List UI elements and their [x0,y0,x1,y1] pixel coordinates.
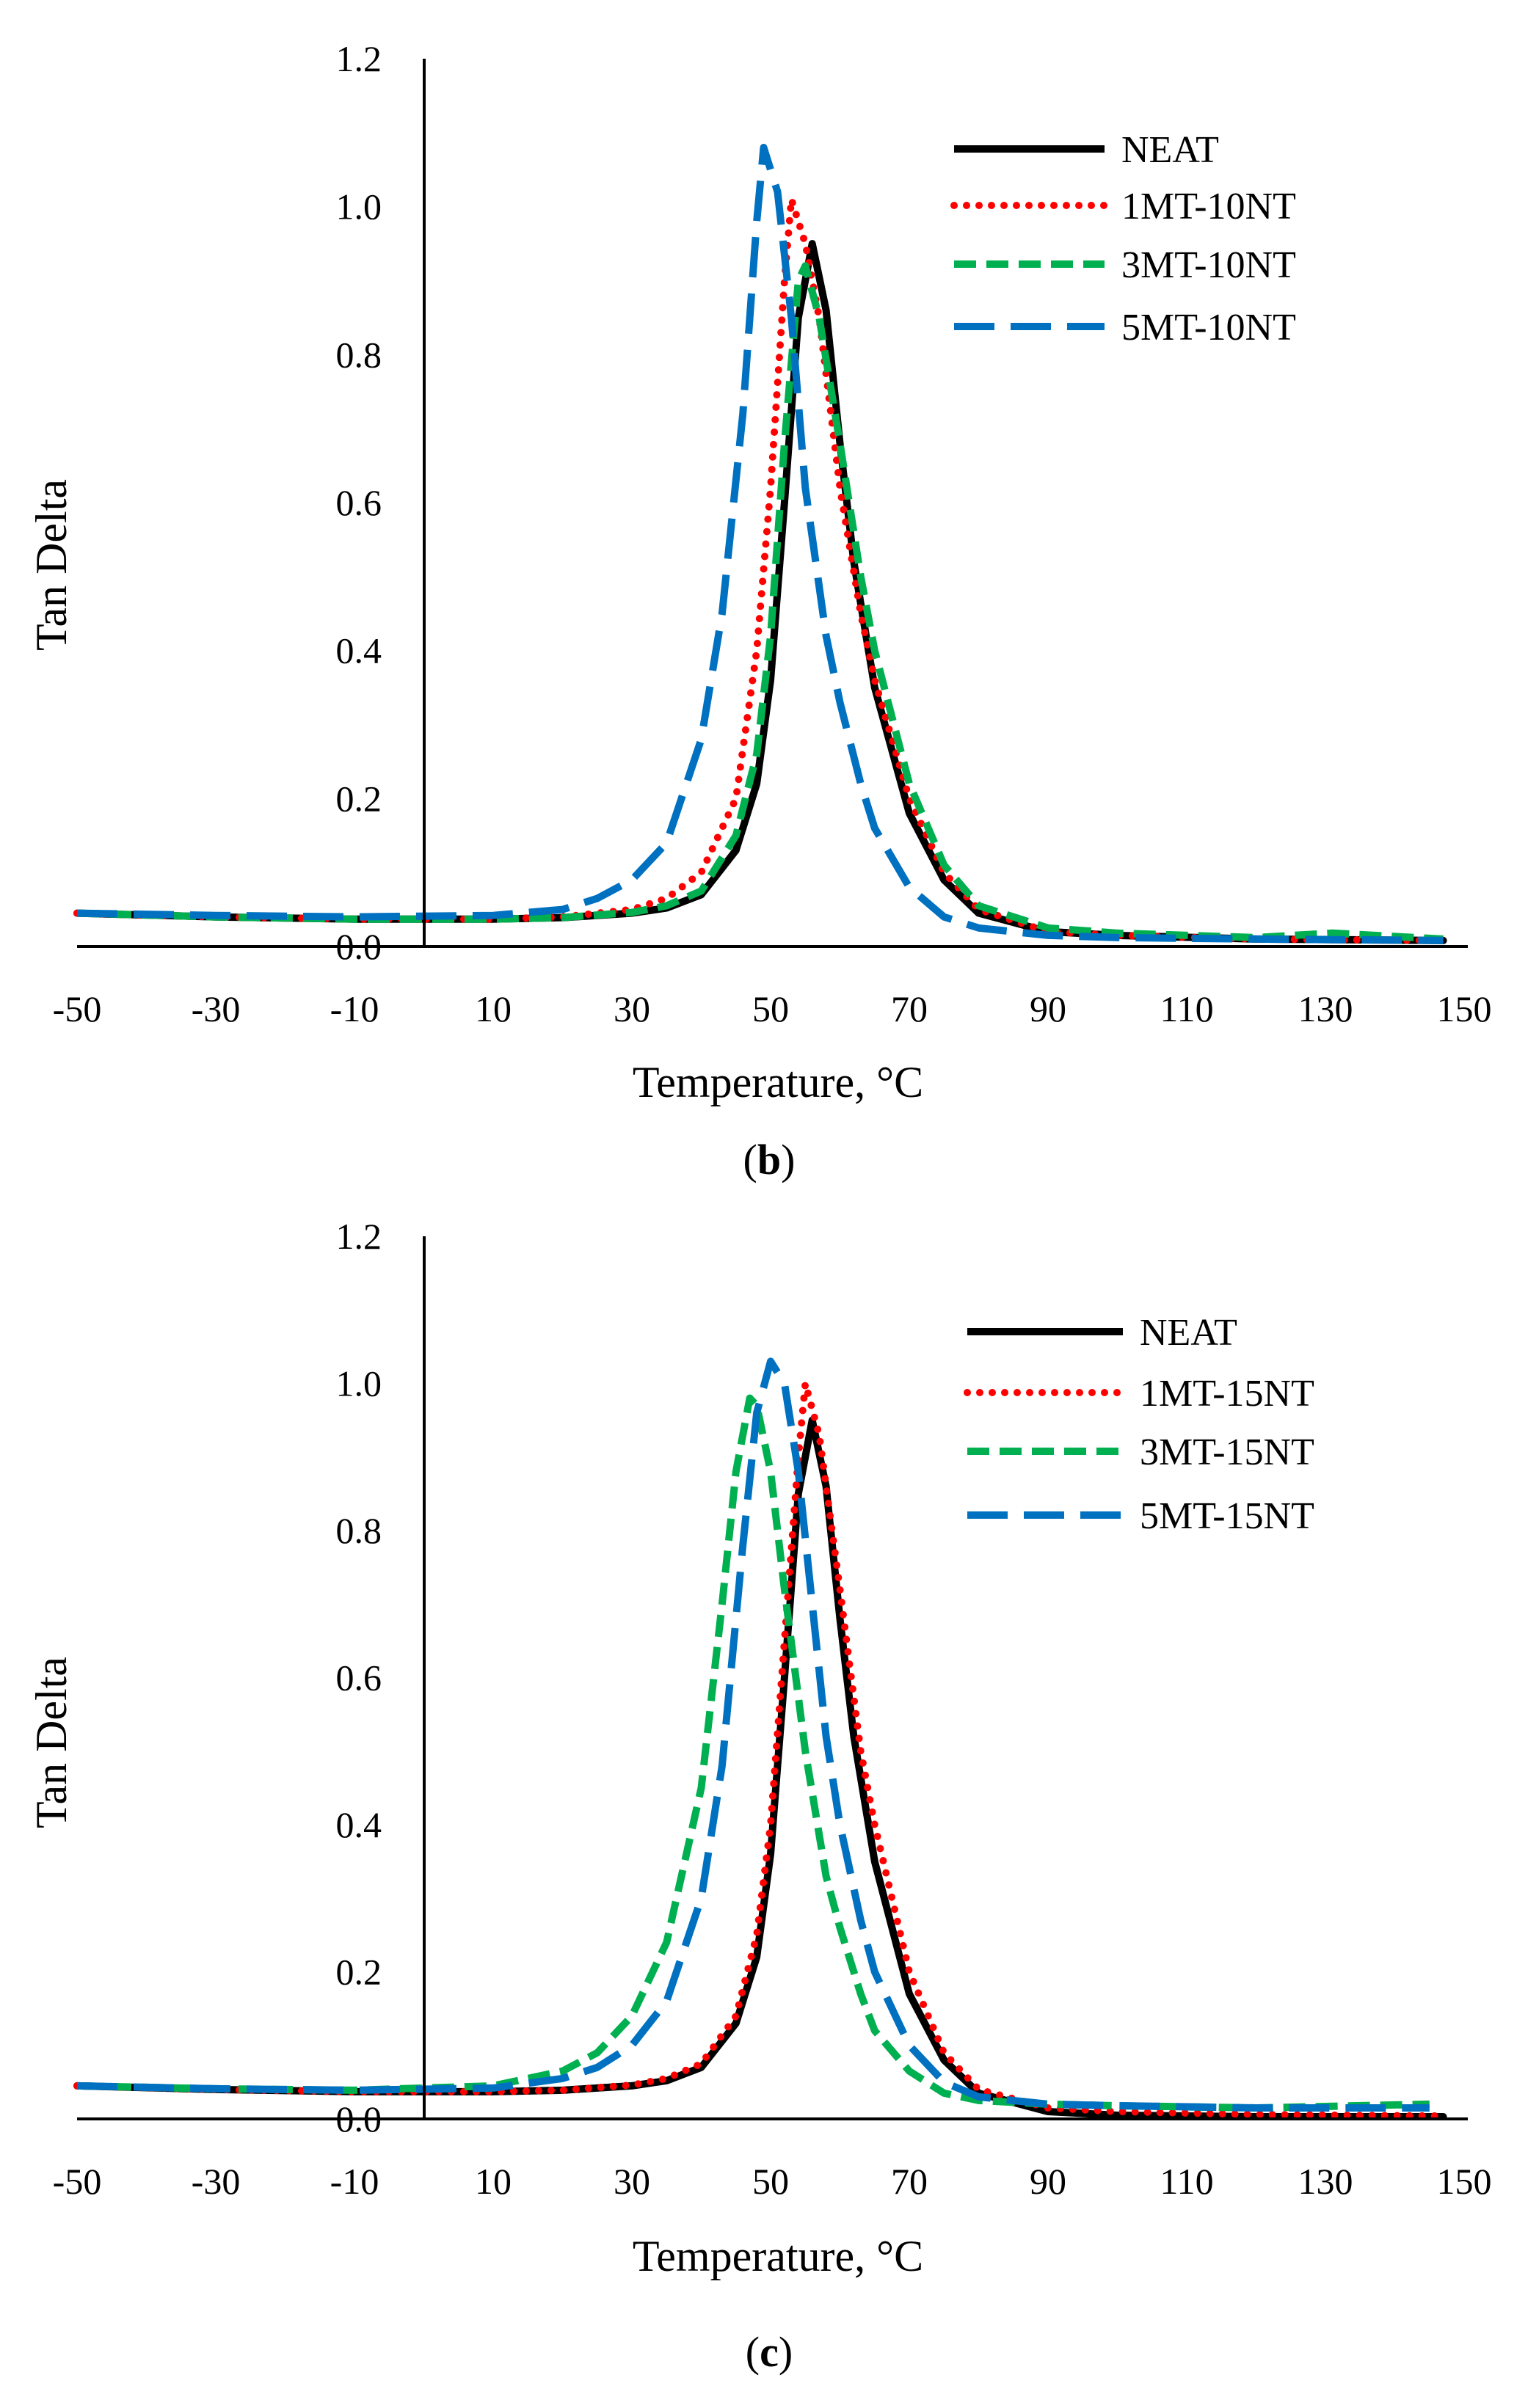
x-tick-label: -10 [330,988,379,1029]
y-tick-label: 0.6 [336,1657,382,1699]
x-tick-label: 90 [1030,2161,1066,2202]
x-tick-label: 110 [1160,988,1213,1029]
x-tick-label: 50 [752,2161,789,2202]
panel-label-c: (c) [746,2328,793,2376]
x-tick-label: 150 [1437,988,1492,1029]
series-line-3mt-10nt [76,262,1444,943]
x-tick-label: 130 [1298,988,1353,1029]
x-tick-label: -30 [192,2161,241,2202]
y-tick-label: 0.0 [336,926,382,967]
x-tick-label: 50 [752,988,789,1029]
chart-panel-c: 0.0 0.2 0.4 0.6 0.8 1.0 1.2 -50 -30 -10 10 30 50 70 9… [27,1216,1492,2376]
legend-label-1mt-15nt: 1MT-15NT [1140,1373,1314,1415]
x-tick-label: 150 [1437,2161,1492,2202]
x-tick-label: 10 [475,988,512,1029]
y-tick-label: 0.4 [336,1804,382,1845]
legend-label-5mt-15nt: 5MT-15NT [1140,1495,1314,1537]
x-tick-labels: -50 -30 -10 10 30 50 70 90 110 130 150 [53,988,1492,1029]
x-axis-title: Temperature, °C [633,2232,923,2280]
x-tick-label: 130 [1298,2161,1353,2202]
chart-panel-b: 0.0 0.2 0.4 0.6 0.8 1.0 1.2 -50 -30 -10 10 30 50 70 9… [27,38,1492,1183]
y-tick-label: 1.0 [336,186,382,227]
panel-label-b: (b) [743,1136,796,1183]
x-tick-label: 70 [891,988,928,1029]
legend-label-1mt-10nt: 1MT-10NT [1121,186,1296,227]
legend-label-3mt-10nt: 3MT-10NT [1121,244,1296,286]
legend: NEAT 1MT-15NT 3MT-15NT 5MT-15NT [964,1312,1314,1537]
y-tick-labels: 0.0 0.2 0.4 0.6 0.8 1.0 1.2 [336,1216,382,2139]
legend-label-neat: NEAT [1140,1312,1237,1354]
x-tick-label: 30 [614,2161,650,2202]
y-tick-label: 0.2 [336,778,382,819]
series-line-1mt-15nt [73,1379,1447,2120]
x-tick-label: 10 [475,2161,512,2202]
y-axis-title: Tan Delta [27,479,76,651]
legend: NEAT 1MT-10NT 3MT-10NT 5MT-10NT [950,129,1296,349]
series-line-5mt-15nt [76,1357,1430,2112]
y-tick-label: 0.8 [336,334,382,375]
y-tick-label: 1.2 [336,1216,382,1257]
x-tick-label: 90 [1030,988,1066,1029]
legend-label-3mt-15nt: 3MT-15NT [1140,1431,1314,1473]
y-tick-labels: 0.0 0.2 0.4 0.6 0.8 1.0 1.2 [336,38,382,967]
legend-label-5mt-10nt: 5MT-10NT [1121,307,1296,349]
y-tick-label: 0.6 [336,482,382,523]
x-tick-label: -50 [53,2161,102,2202]
y-tick-label: 0.4 [336,630,382,671]
y-tick-label: 0.2 [336,1952,382,1993]
y-axis-title: Tan Delta [27,1657,76,1828]
legend-label-neat: NEAT [1121,129,1219,171]
x-tick-label: 30 [614,988,650,1029]
x-axis-title: Temperature, °C [633,1058,923,1106]
series-line-5mt-10nt [76,144,1444,944]
x-tick-label: -50 [53,988,102,1029]
y-tick-label: 0.0 [336,2098,382,2139]
x-tick-label: 70 [891,2161,928,2202]
y-tick-label: 1.0 [336,1363,382,1404]
x-tick-labels: -50 -30 -10 10 30 50 70 90 110 130 150 [53,2161,1492,2202]
x-tick-label: 110 [1160,2161,1213,2202]
series-line-3mt-15nt [76,1394,1430,2112]
series-layer [73,144,1447,944]
y-tick-label: 1.2 [336,38,382,79]
x-tick-label: -10 [330,2161,379,2202]
series-layer [73,1357,1447,2120]
y-tick-label: 0.8 [336,1510,382,1551]
x-tick-label: -30 [192,988,241,1029]
